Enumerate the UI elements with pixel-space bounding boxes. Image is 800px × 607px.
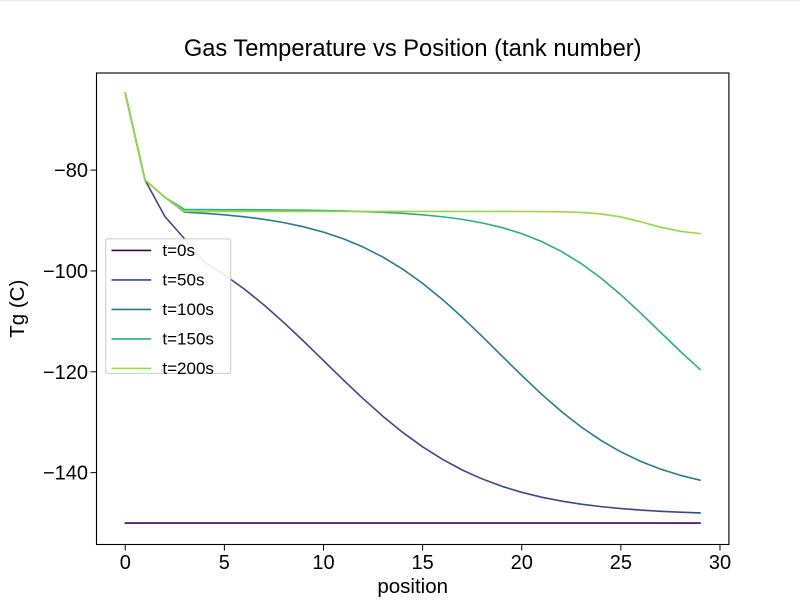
svg-text:−120: −120 [43,362,88,384]
svg-text:Tg (C): Tg (C) [6,280,29,338]
svg-text:t=200s: t=200s [162,359,214,378]
svg-text:−80: −80 [54,160,88,182]
svg-text:25: 25 [610,552,632,574]
svg-text:Gas Temperature vs Position (t: Gas Temperature vs Position (tank number… [184,36,642,62]
svg-text:30: 30 [709,552,731,574]
svg-text:t=150s: t=150s [162,329,214,348]
svg-text:−140: −140 [43,463,88,485]
svg-text:t=0s: t=0s [162,241,195,260]
svg-text:20: 20 [511,552,533,574]
svg-text:position: position [377,575,448,598]
svg-text:t=50s: t=50s [162,270,204,289]
svg-text:15: 15 [411,552,433,574]
svg-text:5: 5 [219,552,230,574]
svg-text:0: 0 [120,552,131,574]
svg-text:10: 10 [312,552,334,574]
svg-text:−100: −100 [43,261,88,283]
svg-text:t=100s: t=100s [162,300,214,319]
